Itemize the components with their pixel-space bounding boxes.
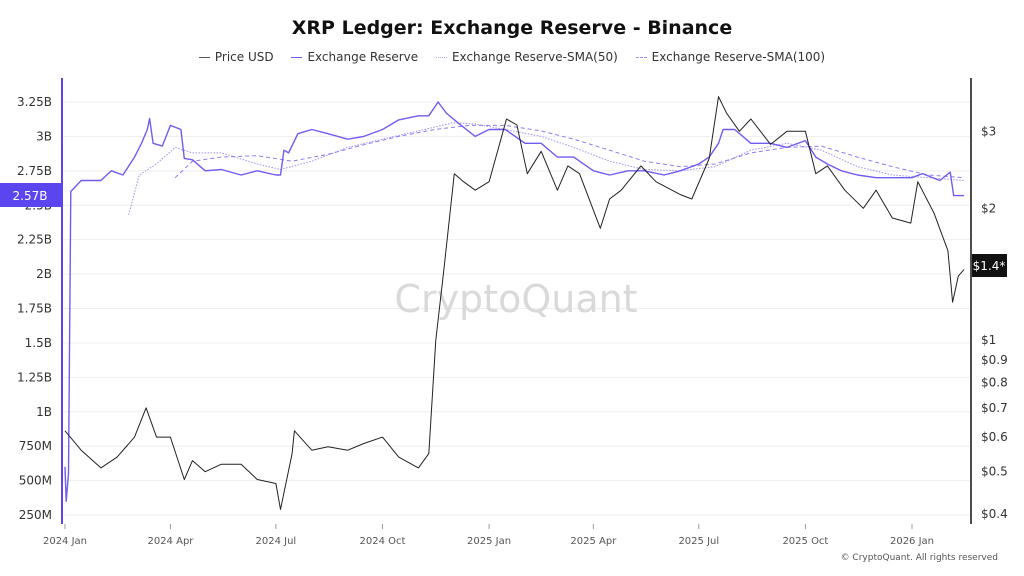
x-tick-label: 2025 Oct (782, 536, 828, 547)
left-tick-label: 2.25B (17, 233, 52, 247)
left-tick-label: 1B (36, 405, 52, 419)
left-tick-label: 2B (36, 267, 52, 281)
legend-item-price[interactable]: Price USD (198, 50, 274, 64)
sma50-line (128, 122, 965, 216)
right-tick-label: $2 (981, 201, 996, 215)
left-tick-label: 1.25B (17, 370, 52, 384)
right-tick-label: $0.5 (981, 465, 1008, 479)
legend-label: Exchange Reserve-SMA(100) (651, 50, 826, 64)
left-tick-label: 250M (19, 508, 52, 522)
current-reserve-label: 2.57B (13, 189, 48, 203)
left-tick-label: 750M (19, 439, 52, 453)
legend-item-sma100[interactable]: Exchange Reserve-SMA(100) (635, 50, 826, 64)
legend-label: Price USD (214, 50, 274, 64)
x-tick-label: 2024 Jan (43, 536, 87, 547)
left-tick-label: 500M (19, 474, 52, 488)
legend-swatch (635, 57, 647, 58)
left-tick-label: 1.5B (25, 336, 52, 350)
x-tick-label: 2024 Jul (256, 536, 297, 547)
current-price-label: $1.4* (973, 259, 1006, 273)
current-price-badge (972, 254, 1007, 277)
left-tick-label: 1.75B (17, 302, 52, 316)
left-tick-label: 2.75B (17, 164, 52, 178)
legend-swatch (291, 57, 303, 58)
sma100-line (174, 124, 965, 179)
legend-swatch (435, 57, 447, 58)
x-tick-label: 2025 Jul (678, 536, 719, 547)
price-line (64, 96, 965, 510)
right-tick-label: $3 (981, 124, 996, 138)
right-tick-label: $0.9 (981, 353, 1008, 367)
copyright: © CryptoQuant. All rights reserved (840, 553, 998, 563)
x-tick-label: 2025 Apr (570, 536, 617, 547)
x-tick-label: 2024 Apr (147, 536, 194, 547)
left-tick-label: 3.25B (17, 95, 52, 109)
right-tick-label: $0.4 (981, 507, 1008, 521)
right-tick-label: $0.8 (981, 375, 1008, 389)
x-tick-label: 2024 Oct (360, 536, 406, 547)
legend-swatch (198, 57, 210, 58)
left-tick-label: 3B (36, 129, 52, 143)
legend-item-sma50[interactable]: Exchange Reserve-SMA(50) (435, 50, 618, 64)
chart-title: XRP Ledger: Exchange Reserve - Binance (291, 17, 733, 39)
legend: Price USD Exchange Reserve Exchange Rese… (0, 50, 1024, 64)
x-tick-label: 2025 Jan (467, 536, 511, 547)
reserve-line (64, 101, 965, 502)
legend-item-reserve[interactable]: Exchange Reserve (291, 50, 418, 64)
legend-label: Exchange Reserve (307, 50, 419, 64)
watermark: CryptoQuant (394, 277, 637, 321)
legend-label: Exchange Reserve-SMA(50) (451, 50, 618, 64)
right-tick-label: $0.7 (981, 401, 1008, 415)
current-reserve-badge (0, 183, 61, 207)
right-tick-label: $0.6 (981, 430, 1008, 444)
right-tick-label: $1 (981, 333, 996, 347)
x-tick-label: 2026 Jan (890, 536, 934, 547)
